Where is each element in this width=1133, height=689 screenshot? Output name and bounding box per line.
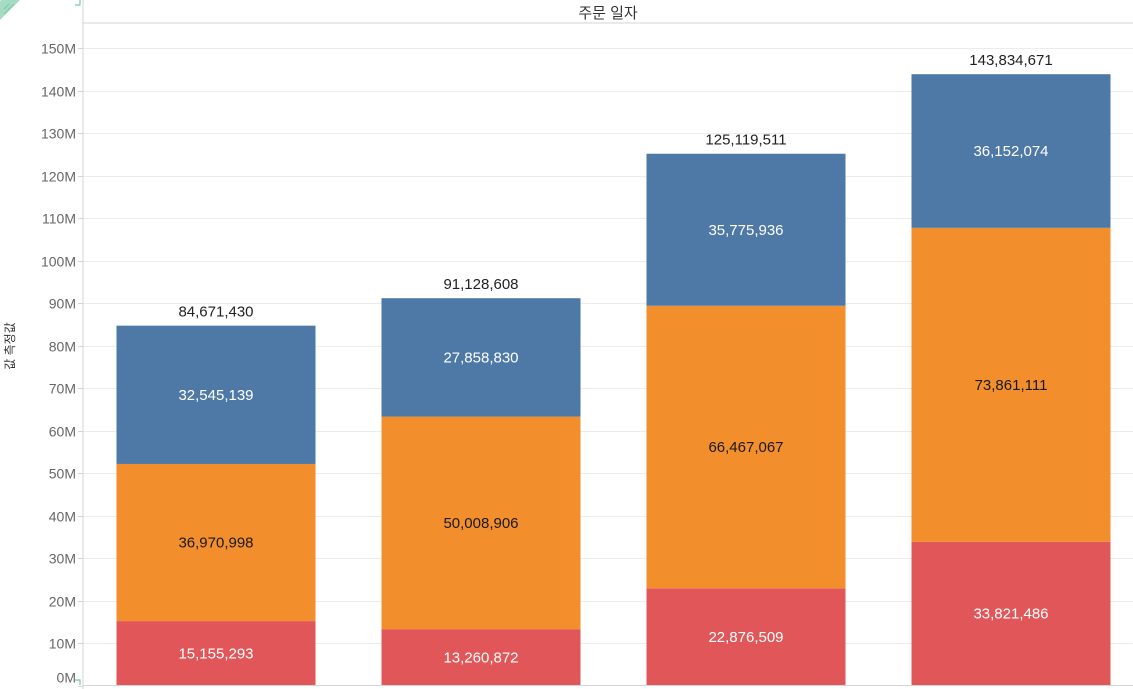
bar-segment [646,588,846,686]
bar-segment [381,629,581,686]
bar-segment [911,541,1111,686]
y-tick-label: 80M [49,339,76,355]
y-tick-label: 40M [49,509,76,525]
y-tick-label: 110M [42,211,76,227]
bar-total-label: 84,671,430 [178,304,253,321]
bar-total-label: 125,119,511 [705,132,786,149]
segment-value-label: 66,467,067 [708,439,783,456]
bar-segment [646,153,846,306]
bar-segment [381,416,581,630]
segment-value-label: 22,876,509 [708,629,783,646]
y-tick-label: 140M [41,84,76,100]
corner-marker-icon [0,0,20,20]
y-tick-label: 0M [57,670,76,686]
bar-total-label: 91,128,608 [443,276,518,293]
y-tick-label: 120M [41,169,76,185]
segment-value-label: 15,155,293 [178,645,253,662]
bar-segment [911,227,1111,542]
data-labels: 15,155,293 36,970,998 32,545,139 84,671,430… [178,52,1052,666]
bar-total-label: 143,834,671 [969,52,1052,69]
segment-value-label: 73,861,111 [975,377,1048,394]
segment-value-label: 27,858,830 [443,349,518,366]
y-tick-label: 70M [49,381,76,397]
segment-value-label: 50,008,906 [443,515,518,532]
axis-corner-mark-icon [75,679,81,685]
y-tick-label: 150M [41,41,76,57]
y-tick-label: 50M [49,466,76,482]
bar-segment [116,621,316,686]
bar-segment [381,298,581,417]
bars [116,74,1111,686]
segment-value-label: 36,970,998 [178,535,253,552]
bar-segment [646,305,846,589]
y-tick-label: 90M [49,296,76,312]
bar-segment [116,463,316,622]
segment-value-label: 35,775,936 [708,222,783,239]
bar-segment [911,74,1111,228]
y-tick-label: 130M [41,126,76,142]
header-corner-mark-icon [75,0,81,6]
segment-value-label: 36,152,074 [973,143,1048,160]
y-axis: 0M 10M 20M 30M 40M 50M 60M 70M 80M 90M 100M 110M 120… [41,41,83,687]
segment-value-label: 13,260,872 [443,649,518,666]
segment-value-label: 32,545,139 [178,387,253,404]
bar-segment [116,325,316,464]
y-tick-label: 10M [49,636,76,652]
y-tick-label: 100M [41,254,76,270]
y-tick-label: 60M [49,424,76,440]
y-axis-title: 값 측정값 [3,322,17,370]
header-title: 주문 일자 [578,5,638,22]
segment-value-label: 33,821,486 [973,606,1048,623]
y-tick-label: 30M [49,551,76,567]
y-tick-label: 20M [49,594,76,610]
